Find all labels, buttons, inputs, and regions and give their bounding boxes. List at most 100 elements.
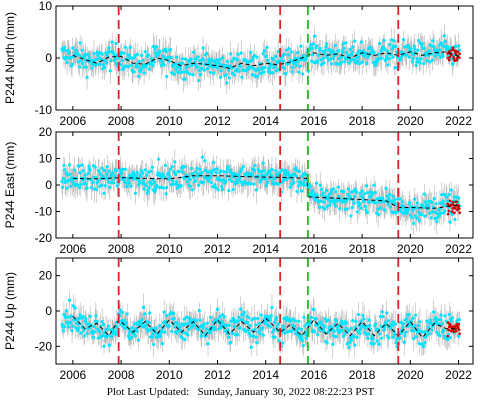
daily-point	[309, 42, 313, 47]
daily-point	[66, 325, 70, 329]
x-tick-label: 2006	[60, 242, 87, 256]
daily-point	[133, 191, 137, 195]
daily-point	[336, 185, 341, 189]
daily-point	[202, 58, 206, 62]
daily-point	[438, 48, 442, 52]
daily-point	[362, 317, 366, 321]
daily-point	[344, 326, 348, 330]
daily-point	[124, 321, 129, 325]
daily-point	[182, 317, 186, 321]
plot-area	[60, 291, 462, 358]
y-axis-label: P244 East (mm)	[3, 142, 17, 229]
daily-point	[292, 181, 296, 185]
daily-point	[160, 60, 164, 64]
daily-point	[255, 341, 259, 345]
daily-point	[74, 48, 79, 52]
daily-point	[349, 53, 354, 57]
daily-point	[346, 192, 350, 196]
daily-point	[124, 181, 128, 185]
daily-point	[72, 168, 77, 172]
daily-point	[425, 319, 429, 323]
daily-point	[81, 169, 85, 173]
daily-point	[133, 334, 137, 338]
daily-point	[388, 205, 393, 209]
daily-point	[418, 320, 422, 324]
daily-point	[66, 48, 70, 53]
daily-point	[107, 46, 111, 50]
daily-point	[260, 66, 265, 70]
daily-points-layer	[60, 34, 461, 85]
y-axis-label: P244 North (mm)	[3, 12, 17, 104]
daily-point	[413, 324, 417, 328]
daily-point	[329, 191, 333, 195]
x-tick-label: 2018	[349, 114, 376, 128]
daily-point	[71, 324, 75, 328]
daily-point	[156, 171, 160, 175]
daily-point	[276, 49, 280, 54]
daily-point	[171, 311, 176, 316]
daily-point	[102, 191, 106, 195]
daily-point	[356, 313, 361, 317]
rapid-point	[446, 56, 450, 60]
daily-point	[216, 317, 220, 322]
rapid-point	[455, 200, 459, 204]
daily-point	[128, 45, 132, 50]
model-series-line	[72, 51, 459, 69]
daily-point	[153, 187, 158, 191]
daily-point	[62, 168, 67, 172]
daily-point	[140, 321, 144, 325]
daily-point	[276, 182, 280, 186]
daily-point	[268, 319, 272, 323]
daily-point	[269, 173, 273, 178]
daily-point	[230, 331, 235, 336]
daily-point	[96, 53, 100, 58]
daily-point	[414, 63, 418, 67]
daily-point	[274, 315, 278, 320]
daily-point	[172, 316, 176, 321]
daily-point	[346, 53, 351, 57]
daily-point	[61, 177, 65, 181]
daily-point	[202, 322, 206, 326]
rapid-point	[457, 328, 461, 332]
daily-point	[91, 335, 95, 340]
daily-point	[349, 326, 353, 330]
daily-point	[250, 318, 254, 322]
daily-point	[261, 52, 265, 56]
daily-point	[270, 330, 275, 334]
daily-point	[82, 177, 87, 181]
daily-point	[194, 170, 198, 174]
daily-point	[137, 59, 141, 64]
daily-point	[124, 323, 128, 327]
daily-point	[130, 326, 134, 330]
daily-point	[85, 75, 89, 79]
daily-point	[82, 334, 87, 338]
daily-point	[208, 70, 213, 75]
daily-point	[384, 322, 388, 327]
daily-point	[123, 167, 127, 171]
daily-point	[163, 330, 167, 334]
daily-point	[374, 200, 378, 205]
y-tick-label: -10	[35, 103, 53, 117]
daily-point	[197, 183, 201, 187]
daily-point	[152, 60, 156, 64]
daily-point	[214, 171, 218, 175]
daily-point	[135, 62, 139, 66]
daily-point	[329, 62, 334, 66]
daily-point	[249, 182, 253, 186]
daily-point	[252, 168, 257, 173]
daily-point	[106, 180, 111, 184]
daily-point	[93, 165, 97, 169]
daily-point	[219, 69, 223, 73]
daily-point	[334, 319, 339, 323]
model-series-line	[72, 175, 459, 209]
daily-point	[420, 42, 424, 46]
rapid-point	[457, 323, 461, 326]
daily-point	[442, 34, 446, 38]
x-tick-label: 2010	[156, 114, 183, 128]
daily-point	[345, 57, 349, 61]
daily-point	[350, 50, 354, 54]
daily-point	[246, 328, 250, 332]
rapid-point	[457, 204, 461, 208]
daily-point	[449, 319, 453, 323]
daily-point	[348, 340, 352, 344]
